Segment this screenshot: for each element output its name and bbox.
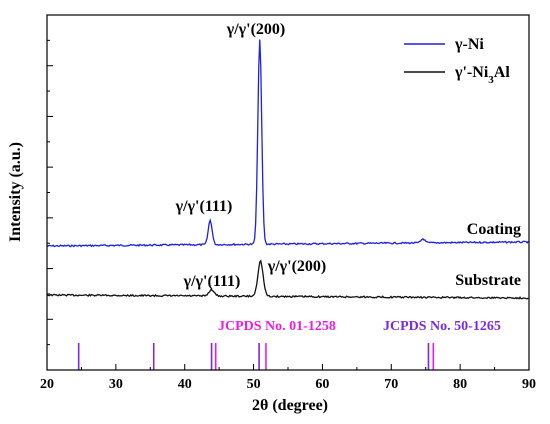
substrate-peak-200-label: γ/γ'(200) [267,258,327,275]
legend-label-gamma-prime: γ'-Ni3Al [454,64,510,86]
x-axis-title: 2θ (degree) [252,397,328,414]
coating-peak-111-label: γ/γ'(111) [175,198,233,215]
substrate-peak-111-label: γ/γ'(111) [183,273,241,290]
y-axis-title: Intensity (a.u.) [7,142,24,242]
coating-label: Coating [467,221,521,238]
jcpds-50-1265-label: JCPDS No. 50-1265 [383,319,501,334]
coating-peak-200-label: γ/γ'(200) [226,21,286,38]
y-axis-ticks [47,39,53,346]
x-tick-label: 60 [315,377,329,392]
jcpds-01-1258-label: JCPDS No. 01-1258 [218,319,336,334]
substrate-label: Substrate [455,272,521,289]
substrate-curve [46,259,529,300]
x-tick-label: 30 [109,377,123,392]
x-tick-label: 40 [178,377,192,392]
x-axis-ticks [46,364,530,370]
x-tick-label: 70 [384,377,398,392]
reference-lines [77,343,435,370]
x-tick-label: 80 [453,377,467,392]
x-axis-tick-labels: 20 30 40 50 60 70 80 90 [40,377,536,392]
x-tick-label: 50 [247,377,261,392]
legend: γ-Ni γ'-Ni3Al [404,36,510,86]
x-tick-label: 20 [40,377,54,392]
x-tick-label: 90 [522,377,536,392]
legend-label-gamma-ni: γ-Ni [454,36,484,53]
coating-curve [46,39,529,248]
